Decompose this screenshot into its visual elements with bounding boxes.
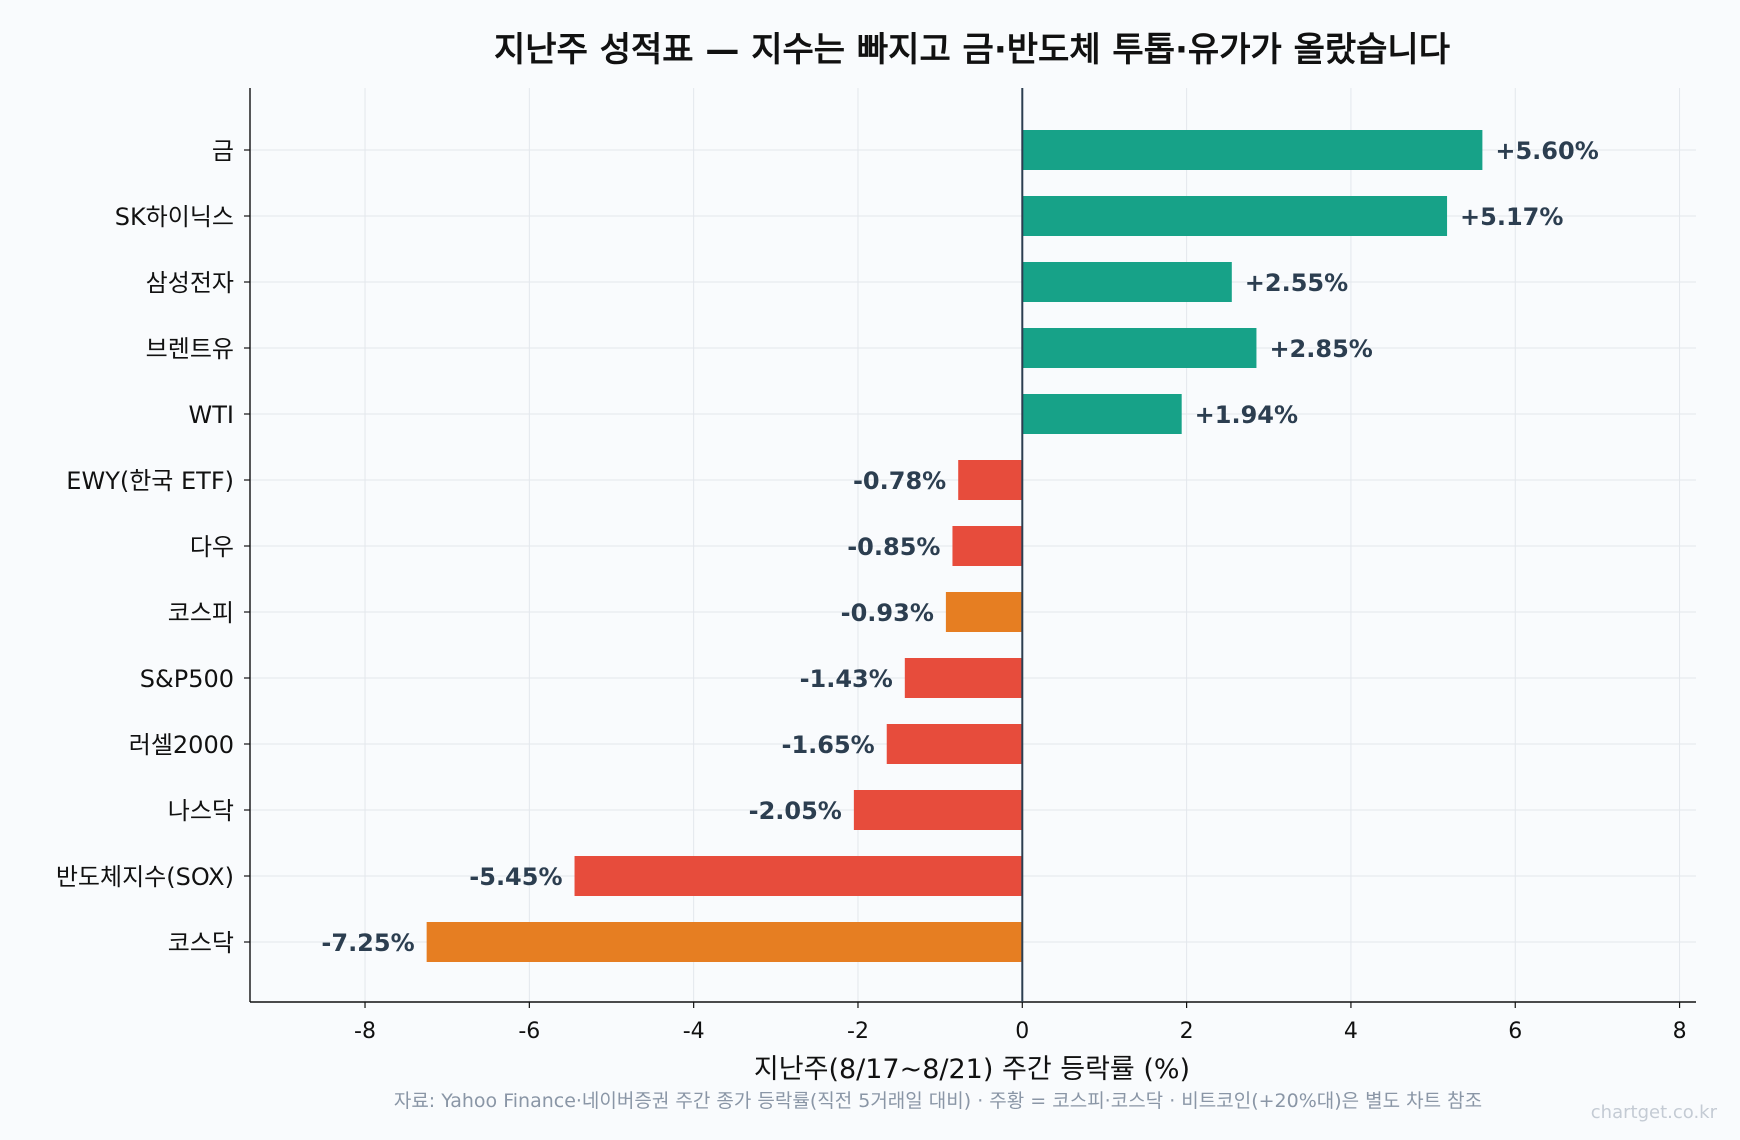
value-labels: +5.60% +5.17% +2.55% +2.85% +1.94% -0.78% -0.8…: [321, 137, 1598, 957]
category-label: 다우: [190, 533, 234, 561]
bar: [952, 526, 1023, 566]
x-tick-label: 6: [1508, 1019, 1522, 1044]
bar-value-label: -1.65%: [781, 731, 874, 759]
bar-value-label: -0.85%: [847, 533, 940, 561]
x-tick-label: -4: [683, 1019, 705, 1044]
x-axis-label: 지난주(8/17~8/21) 주간 등락률 (%): [754, 1054, 1190, 1085]
bar: [958, 460, 1023, 500]
bar: [1022, 196, 1448, 236]
bar: [1022, 394, 1182, 434]
x-tick-label: 2: [1180, 1019, 1194, 1044]
tick-labels: -8 -6 -4 -2 0 2 4 6 8: [354, 1002, 1687, 1044]
category-label: 브렌트유: [146, 335, 234, 363]
x-tick-label: 4: [1344, 1019, 1358, 1044]
category-label: 러셀2000: [129, 731, 234, 759]
watermark: chartget.co.kr: [1591, 1102, 1718, 1123]
bar-value-label: -2.05%: [749, 797, 842, 825]
bar: [853, 790, 1023, 830]
category-label: 코스닥: [168, 929, 234, 957]
bar: [1022, 130, 1483, 170]
bar: [574, 856, 1023, 896]
category-label: 코스피: [168, 599, 234, 627]
x-tick-label: -6: [518, 1019, 540, 1044]
source-note: 자료: Yahoo Finance·네이버증권 주간 종가 등락률(직전 5거래…: [394, 1090, 1482, 1112]
bar-value-label: -7.25%: [321, 929, 414, 957]
category-label: 금: [212, 137, 234, 165]
category-label: S&P500: [140, 665, 234, 693]
category-label: EWY(한국 ETF): [66, 467, 234, 495]
category-label: 반도체지수(SOX): [56, 863, 234, 891]
category-label: WTI: [189, 401, 234, 429]
x-tick-label: -8: [354, 1019, 376, 1044]
axes: [249, 88, 1696, 1003]
bar: [1022, 328, 1257, 368]
bar-value-label: +2.55%: [1245, 269, 1348, 297]
bar-value-label: +2.85%: [1269, 335, 1372, 363]
category-label: SK하이닉스: [115, 203, 234, 231]
bar-value-label: -5.45%: [469, 863, 562, 891]
bar-value-label: +1.94%: [1195, 401, 1298, 429]
bar-value-label: +5.17%: [1460, 203, 1563, 231]
chart-title: 지난주 성적표 — 지수는 빠지고 금·반도체 투톱·유가가 올랐습니다: [494, 30, 1450, 70]
x-tick-label: -2: [847, 1019, 869, 1044]
category-label: 나스닥: [168, 797, 234, 825]
bar: [945, 592, 1023, 632]
bars: [426, 130, 1483, 962]
bar: [904, 658, 1023, 698]
bar-value-label: +5.60%: [1495, 137, 1598, 165]
bar-value-label: -0.78%: [853, 467, 946, 495]
category-label: 삼성전자: [146, 269, 234, 297]
bar: [1022, 262, 1232, 302]
x-tick-label: 8: [1673, 1019, 1687, 1044]
bar-value-label: -1.43%: [800, 665, 893, 693]
bar-value-label: -0.93%: [841, 599, 934, 627]
bar: [426, 922, 1023, 962]
bar: [886, 724, 1023, 764]
x-tick-label: 0: [1015, 1019, 1029, 1044]
